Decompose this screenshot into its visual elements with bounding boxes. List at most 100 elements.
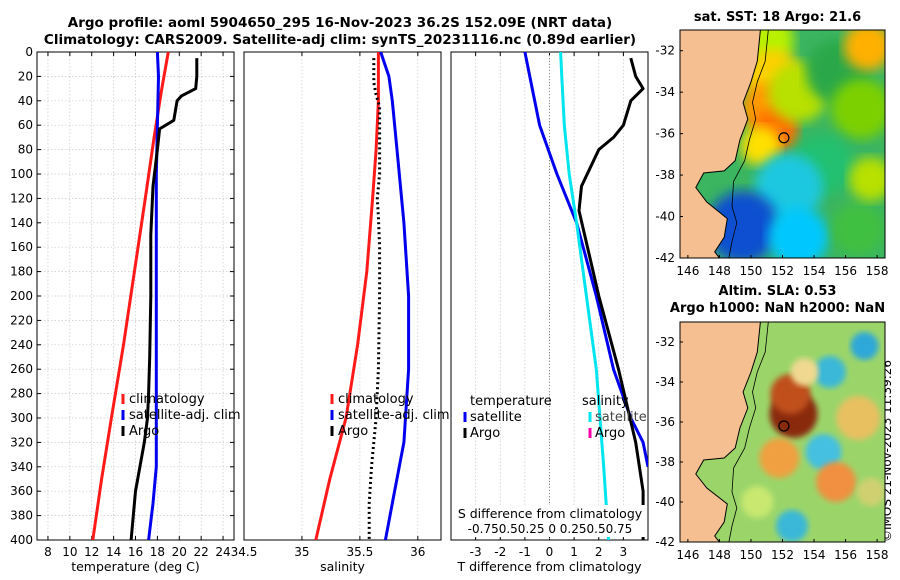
series-climatology (314, 52, 380, 540)
y-tick-label: 180 (10, 265, 33, 279)
sst-blob (707, 190, 780, 258)
x-tick-label: 35 (294, 545, 309, 559)
y-tick-label: 160 (10, 240, 33, 254)
y-tick-label: 20 (18, 69, 33, 83)
y-tick-label: 320 (10, 435, 33, 449)
salinity-xlabel: salinity (320, 559, 365, 574)
sla-blob (759, 438, 800, 478)
legend-label: satellite-adj. clim (129, 408, 241, 423)
legend-label: Argo (338, 424, 368, 439)
map-x-tick-label: 158 (866, 548, 889, 562)
map-y-tick-label: -38 (655, 168, 675, 182)
sla-blob (775, 510, 808, 542)
map-y-tick-label: -32 (655, 335, 675, 349)
s-axis-ticks: -0.750.50.25 0 0.250.50.75 (468, 522, 633, 536)
y-tick-label: 360 (10, 484, 33, 498)
y-tick-label: 300 (10, 411, 33, 425)
salinity-series-group (314, 52, 411, 540)
map-x-tick-label: 150 (740, 548, 763, 562)
legend-heading-salinity: salinity (582, 394, 629, 409)
x-tick-label: 24 (215, 545, 230, 559)
sla_map-shelf-contour (728, 322, 769, 542)
salinity-axes-frame (243, 51, 442, 541)
map-x-tick-label: 148 (708, 548, 731, 562)
legend-label: climatology (129, 392, 205, 407)
difference-xlabel: T difference from climatology (456, 559, 642, 574)
x-tick-label: 14 (106, 545, 121, 559)
map-x-tick-label: 154 (803, 548, 826, 562)
sst_map-shelf-contour (728, 30, 769, 258)
legend-label: climatology (338, 392, 414, 407)
figure-title-line1: Argo profile: aoml 5904650_295 16-Nov-20… (67, 15, 613, 31)
x-tick-label: 0 (546, 545, 554, 559)
x-tick-label: 10 (62, 545, 77, 559)
sst-blob (843, 30, 885, 71)
figure-title-line2: Climatology: CARS2009. Satellite-adj cli… (43, 32, 637, 48)
map-x-tick-label: 148 (708, 264, 731, 278)
temperature-series-group (91, 52, 199, 540)
x-tick-label: 8 (44, 545, 52, 559)
x-tick-label: 20 (172, 545, 187, 559)
map-x-tick-label: 154 (803, 264, 826, 278)
map-y-tick-label: -40 (655, 210, 675, 224)
map-y-tick-label: -42 (655, 251, 675, 265)
sla-blob (850, 332, 879, 360)
series-satellite-adj-clim (379, 52, 411, 540)
map-y-tick-label: -34 (655, 375, 675, 389)
sla-map-title-line1: Altim. SLA: 0.53 (718, 284, 837, 299)
map-x-tick-label: 150 (740, 264, 763, 278)
x-tick-label: 2 (595, 545, 603, 559)
series-temperature-argo (577, 57, 645, 540)
map-y-tick-label: -42 (655, 535, 675, 549)
map-x-tick-label: 152 (771, 264, 794, 278)
x-tick-label: 18 (150, 545, 165, 559)
map-x-tick-label: 156 (834, 264, 857, 278)
map-y-tick-label: -32 (655, 44, 675, 58)
sst-blob (754, 153, 823, 222)
series-salinity-satellite (559, 52, 611, 540)
legend-label: satellite (595, 410, 647, 425)
y-tick-label: 40 (18, 94, 33, 108)
map-y-tick-label: -38 (655, 455, 675, 469)
y-tick-label: 220 (10, 313, 33, 327)
x-tick-label: 22 (194, 545, 209, 559)
legend-label: satellite-adj. clim (338, 408, 450, 423)
map-x-tick-label: 152 (771, 548, 794, 562)
y-tick-label: 200 (10, 289, 33, 303)
sst-blob (848, 157, 885, 202)
map-x-tick-label: 156 (834, 548, 857, 562)
legend-label: Argo (595, 426, 625, 441)
sla_map-land (680, 322, 761, 542)
sla-blob (805, 434, 842, 470)
x-tick-label: 35.5 (347, 545, 374, 559)
s-axis-background (452, 505, 647, 537)
series-temperature-satellite (523, 52, 648, 468)
sla-map-title-line2: Argo h1000: NaN h2000: NaN (669, 301, 886, 316)
x-tick-label: 3 (620, 545, 628, 559)
y-tick-label: 260 (10, 362, 33, 376)
y-tick-label: 120 (10, 191, 33, 205)
map-y-tick-label: -36 (655, 415, 675, 429)
sla_map-field (680, 322, 885, 542)
x-tick-label: 1 (570, 545, 578, 559)
y-tick-label: 0 (25, 45, 33, 59)
sla-blob (790, 358, 819, 386)
y-tick-label: 140 (10, 216, 33, 230)
x-tick-label: -2 (494, 545, 506, 559)
map-y-tick-label: -34 (655, 85, 675, 99)
x-tick-label: -3 (470, 545, 482, 559)
y-tick-label: 80 (18, 143, 33, 157)
x-tick-label: 16 (128, 545, 143, 559)
legend-label: Argo (470, 426, 500, 441)
x-tick-label: 36 (410, 545, 425, 559)
series-satellite-adj-clim (147, 52, 160, 540)
sst-blob (768, 207, 829, 258)
sla-blob (816, 462, 857, 502)
legend-label: Argo (129, 424, 159, 439)
series-argo (367, 58, 382, 540)
map-y-tick-label: -36 (655, 127, 675, 141)
map-x-tick-label: 146 (676, 264, 699, 278)
series-argo (129, 58, 199, 540)
sst_map-field (680, 30, 885, 258)
difference-series-group (523, 52, 648, 540)
